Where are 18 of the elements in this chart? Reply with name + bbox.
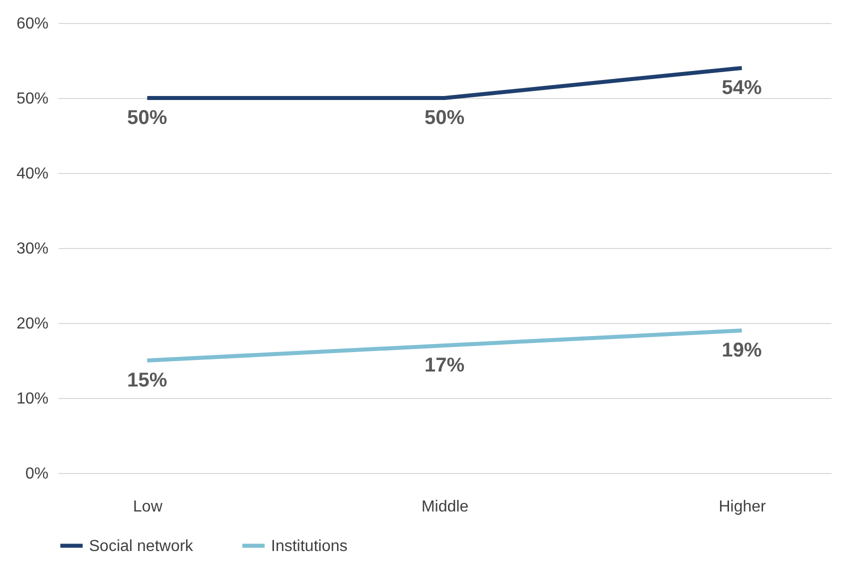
data-label: 17%	[424, 354, 465, 376]
y-tick-label: 50%	[16, 90, 48, 108]
legend-label: Institutions	[271, 538, 348, 555]
data-label: 19%	[722, 340, 762, 362]
x-tick-label: Middle	[421, 498, 469, 516]
y-tick-label: 10%	[16, 390, 48, 408]
data-label: 50%	[127, 107, 168, 129]
y-tick-label: 40%	[16, 166, 48, 182]
data-label: 50%	[424, 107, 465, 129]
y-tick-label: 30%	[16, 240, 48, 258]
y-tick-label: 20%	[16, 316, 48, 332]
y-tick-label: 0%	[25, 466, 48, 482]
x-tick-label: Higher	[718, 498, 767, 516]
data-label: 15%	[127, 370, 168, 392]
legend-label: Social network	[89, 538, 194, 555]
data-label: 54%	[722, 77, 762, 99]
y-tick-label: 60%	[16, 16, 48, 32]
x-tick-label: Low	[133, 498, 163, 516]
